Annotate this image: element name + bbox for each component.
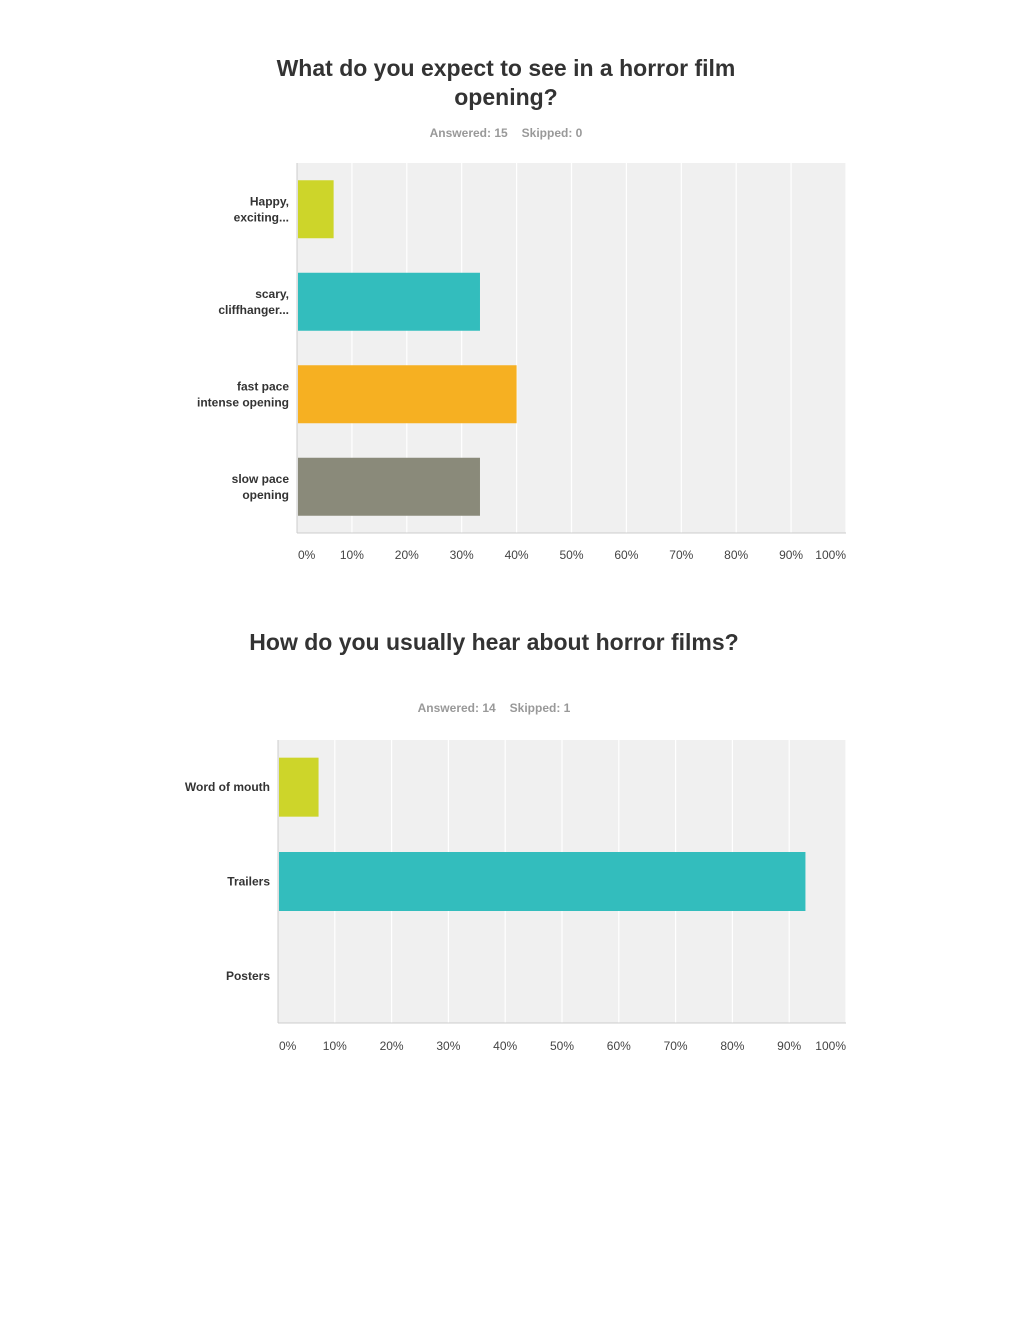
- x-tick-label: 0%: [298, 548, 316, 562]
- x-tick-label: 30%: [436, 1039, 460, 1053]
- bar: [279, 757, 319, 817]
- answered-count: Answered: 14: [417, 701, 496, 715]
- x-tick-label: 10%: [340, 548, 364, 562]
- x-tick-label: 50%: [550, 1039, 574, 1053]
- x-tick-label: 80%: [720, 1039, 744, 1053]
- chart-stats: Answered: 15 Skipped: 0: [256, 126, 756, 140]
- category-label: fast pace: [237, 379, 289, 393]
- bar: [298, 272, 480, 331]
- chart-title: What do you expect to see in a horror fi…: [276, 55, 736, 110]
- x-tick-label: 90%: [777, 1039, 801, 1053]
- x-tick-label: 100%: [815, 1039, 846, 1053]
- x-tick-label: 10%: [323, 1039, 347, 1053]
- x-tick-label: 70%: [669, 548, 693, 562]
- bar: [298, 365, 517, 424]
- category-label: opening: [242, 488, 289, 502]
- category-label: exciting...: [234, 210, 289, 224]
- x-tick-label: 60%: [607, 1039, 631, 1053]
- x-tick-label: 80%: [724, 548, 748, 562]
- bar: [279, 852, 806, 911]
- category-label: scary,: [255, 287, 289, 301]
- skipped-count: Skipped: 1: [509, 701, 571, 715]
- category-label: Posters: [226, 969, 270, 983]
- x-tick-label: 30%: [450, 548, 474, 562]
- bar: [298, 180, 334, 239]
- x-tick-label: 50%: [559, 548, 583, 562]
- chart-stats: Answered: 14 Skipped: 1: [244, 701, 744, 715]
- bar-chart-plot: Word of mouth Trailers Posters 0% 10% 20% 30% 4…: [185, 740, 847, 1053]
- x-tick-label: 60%: [614, 548, 638, 562]
- category-label: Trailers: [227, 875, 270, 889]
- chart-title: How do you usually hear about horror fil…: [249, 629, 739, 655]
- x-tick-label: 90%: [779, 548, 803, 562]
- x-tick-label: 40%: [493, 1039, 517, 1053]
- x-tick-label: 20%: [395, 548, 419, 562]
- skipped-count: Skipped: 0: [521, 126, 583, 140]
- bar: [298, 457, 480, 516]
- answered-count: Answered: 15: [429, 126, 508, 140]
- category-label: Happy,: [250, 194, 289, 208]
- category-label: Word of mouth: [185, 780, 270, 794]
- category-label: slow pace: [232, 472, 290, 486]
- category-label: intense opening: [197, 395, 289, 409]
- x-tick-label: 100%: [815, 548, 846, 562]
- bar-chart-plot: Happy, exciting... scary, cliffhanger... fas…: [197, 163, 847, 562]
- category-label: cliffhanger...: [218, 303, 289, 317]
- x-tick-label: 0%: [279, 1039, 297, 1053]
- x-tick-label: 40%: [505, 548, 529, 562]
- x-tick-label: 70%: [664, 1039, 688, 1053]
- x-tick-label: 20%: [380, 1039, 404, 1053]
